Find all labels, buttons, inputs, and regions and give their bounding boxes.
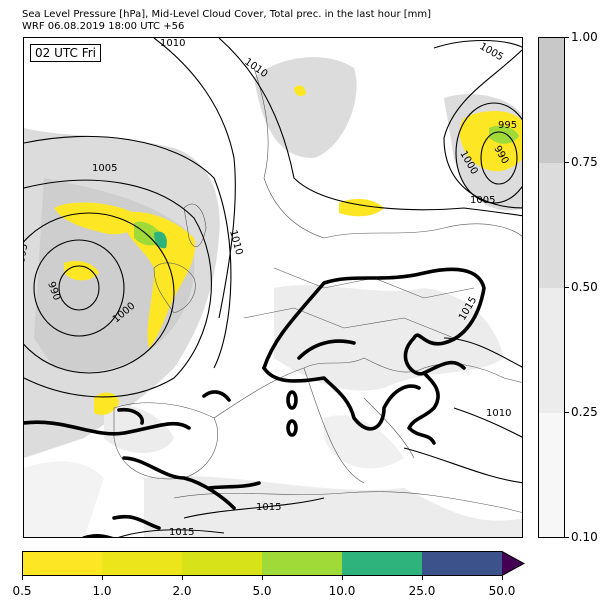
colorbar-tick [565,287,569,288]
colorbar-tick [102,576,103,580]
colorbar-tick-label: 1.00 [571,30,598,44]
chart-title: Sea Level Pressure [hPa], Mid-Level Clou… [22,9,432,20]
isobar-1015 [24,267,486,537]
colorbar-tick-label: 25.0 [408,584,436,598]
isobar-label: 1015 [169,527,194,538]
colorbar-tick-label: 0.75 [571,155,598,169]
colorbar-tick-label: 2.0 [172,584,192,598]
colorbar-tick [565,537,569,538]
colorbar-tick [565,162,569,163]
isobar-label: 1005 [478,41,506,63]
precip-segment [102,551,182,576]
isobar-label: 995 [24,243,30,264]
colorbar-tick [262,576,263,580]
precip-segment [422,551,502,576]
cloud-cover-colorbar [538,37,565,538]
coastlines [113,67,522,513]
colorbar-tick-label: 0.25 [571,405,598,419]
colorbar-tick-label: 10.0 [328,584,356,598]
weather-map: 1010 1010 1005 1005 995 990 1000 995 990… [23,37,523,538]
colorbar-tick [22,576,23,580]
isobar-label: 1015 [256,502,281,513]
colorbar-tick [565,412,569,413]
chart-subtitle: WRF 06.08.2019 18:00 UTC +56 [22,21,185,32]
isobar-label: 1010 [160,38,185,49]
cloud-segment [539,413,564,537]
precip-extend-arrow [502,551,524,576]
precipitation-colorbar [22,551,525,576]
colorbar-tick-label: 0.5 [12,584,32,598]
isobars [24,38,522,537]
colorbar-tick-label: 0.10 [571,530,598,544]
cloud-segment [539,163,564,288]
colorbar-tick-label: 0.50 [571,280,598,294]
colorbar-tick-label: 1.0 [92,584,112,598]
map-canvas: 1010 1010 1005 1005 995 990 1000 995 990… [24,38,522,538]
cloud-segment [539,38,564,163]
colorbar-tick [182,576,183,580]
colorbar-tick-label: 5.0 [252,584,272,598]
cloud-cover-layer [24,57,522,537]
isobar-label: 1005 [470,195,495,206]
colorbar-tick [565,37,569,38]
isobar-label: 995 [498,120,517,131]
valid-time-label: 02 UTC Fri [30,44,101,62]
isobar-label: 1005 [92,163,117,174]
colorbar-tick [422,576,423,580]
precip-segment [22,551,102,576]
colorbar-tick-label: 50.0 [488,584,516,598]
precipitation-layer [54,85,522,415]
precip-segment [342,551,422,576]
colorbar-tick [502,576,503,580]
precip-segment [182,551,262,576]
isobar-label: 1010 [486,408,511,419]
colorbar-tick [342,576,343,580]
precip-segment [262,551,342,576]
cloud-segment [539,288,564,413]
